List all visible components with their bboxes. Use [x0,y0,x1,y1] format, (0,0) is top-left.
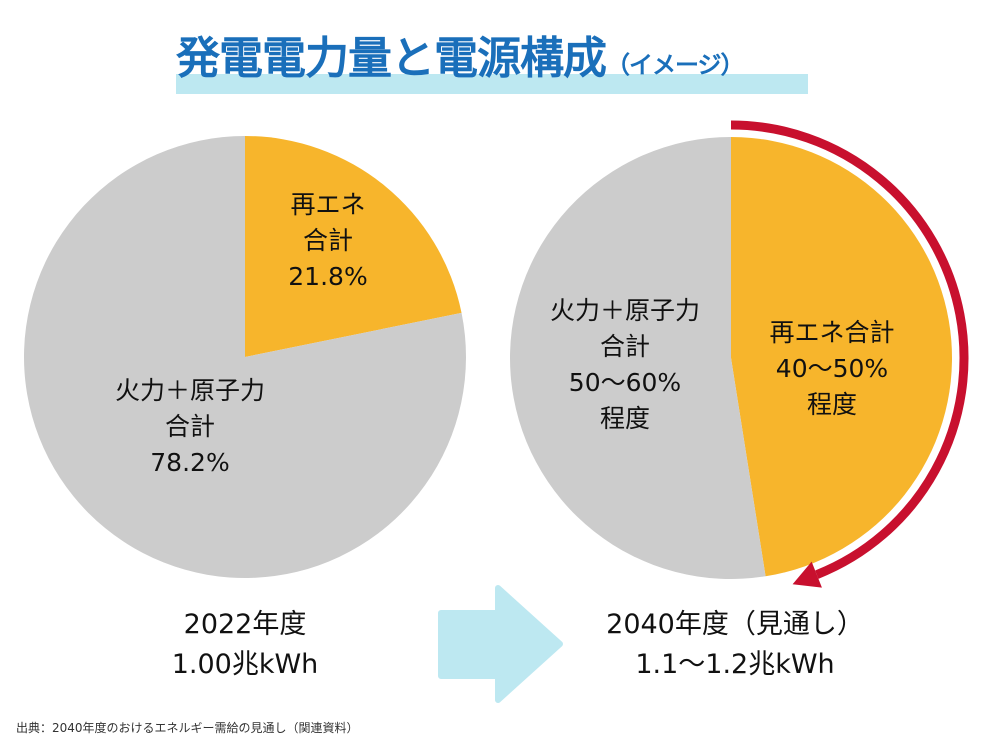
pie-slice-thermal-nuclear [509,137,766,579]
caption-amount: 1.1〜1.2兆kWh [635,649,835,680]
label-value: 50〜60% [568,368,682,397]
label-line: 合計 [599,332,650,361]
label-value: 21.8% [288,262,368,291]
slice-label-2040-renewable: 再エネ合計 40〜50% 程度 [752,315,912,423]
label-line: 合計 [164,412,215,441]
label-line: 再エネ [290,190,366,219]
pie-chart-2040 [509,137,952,579]
pie-chart-2022 [24,136,466,578]
page-title: 発電電力量と電源構成（イメージ） [176,22,816,84]
title-highlight-band [176,74,808,94]
label-line: 程度 [806,390,857,419]
label-line: 合計 [302,226,353,255]
transition-arrow-icon [438,585,563,703]
source-note: 出典：2040年度のおけるエネルギー需給の見通し（関連資料） [16,721,359,735]
caption-2022: 2022年度 1.00兆kWh [105,605,385,685]
caption-year: 2022年度 [183,609,307,640]
title-main: 発電電力量と電源構成 [176,33,607,84]
pie-slice-renewable [731,137,952,577]
pie-slice-thermal-nuclear [24,136,466,578]
pie-slice-renewable [245,136,462,357]
growth-arrowhead-icon [792,561,822,588]
slice-label-2022-renewable: 再エネ 合計 21.8% [258,187,398,295]
label-line: 再エネ合計 [769,318,895,347]
slice-label-2040-thermal-nuclear: 火力＋原子力 合計 50〜60% 程度 [525,293,725,437]
label-line: 程度 [599,404,650,433]
label-value: 40〜50% [775,354,889,383]
slice-label-2022-thermal-nuclear: 火力＋原子力 合計 78.2% [70,373,310,481]
label-line: 火力＋原子力 [549,296,700,325]
label-line: 火力＋原子力 [114,376,265,405]
title-sub: （イメージ） [606,51,745,79]
caption-year: 2040年度（見通し） [606,609,864,640]
caption-amount: 1.00兆kWh [171,649,319,680]
caption-2040: 2040年度（見通し） 1.1〜1.2兆kWh [585,605,885,685]
label-value: 78.2% [150,448,230,477]
growth-arrow-icon [730,120,969,579]
